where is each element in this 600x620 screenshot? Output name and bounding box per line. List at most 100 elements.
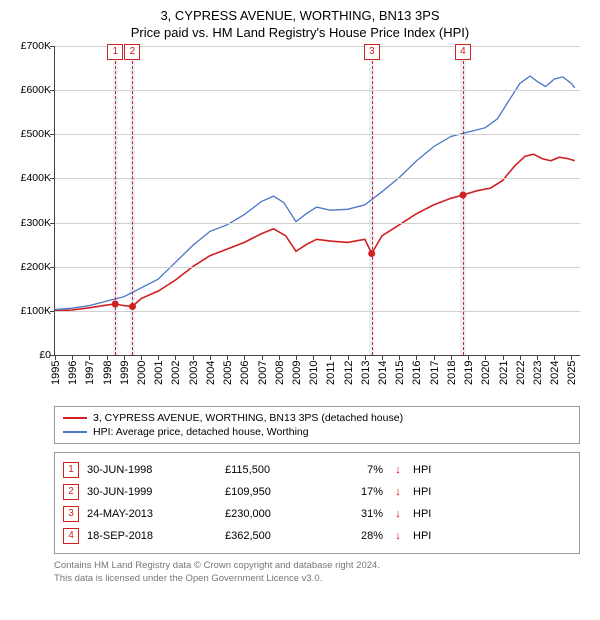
y-axis-label: £200K [21, 261, 55, 273]
events-table: 130-JUN-1998£115,5007%↓HPI230-JUN-1999£1… [54, 452, 580, 554]
x-tick [485, 355, 486, 360]
footer-line2: This data is licensed under the Open Gov… [54, 573, 580, 586]
y-axis-label: £700K [21, 40, 55, 52]
y-axis-label: £600K [21, 84, 55, 96]
x-axis-label: 2024 [549, 361, 561, 385]
x-tick [399, 355, 400, 360]
y-axis-label: £400K [21, 172, 55, 184]
x-axis-label: 2022 [515, 361, 527, 385]
arrow-down-icon: ↓ [391, 464, 405, 476]
x-axis-label: 2017 [429, 361, 441, 385]
event-line [372, 46, 373, 355]
x-tick [158, 355, 159, 360]
event-number: 4 [63, 528, 79, 544]
y-axis-label: £0 [39, 349, 55, 361]
x-tick [330, 355, 331, 360]
x-tick [434, 355, 435, 360]
x-tick [210, 355, 211, 360]
legend-label: HPI: Average price, detached house, Wort… [93, 426, 309, 438]
event-reference: HPI [413, 486, 571, 498]
event-date: 30-JUN-1999 [87, 486, 217, 498]
footer-line1: Contains HM Land Registry data © Crown c… [54, 560, 580, 573]
footer: Contains HM Land Registry data © Crown c… [54, 560, 580, 586]
x-axis-label: 1995 [50, 361, 62, 385]
event-line [463, 46, 464, 355]
event-row: 324-MAY-2013£230,00031%↓HPI [63, 503, 571, 525]
x-axis-label: 2004 [205, 361, 217, 385]
x-axis-label: 2006 [239, 361, 251, 385]
gridline [55, 223, 580, 224]
x-axis-label: 1997 [84, 361, 96, 385]
plot-area: £0£100K£200K£300K£400K£500K£600K£700K199… [54, 46, 580, 356]
x-tick [520, 355, 521, 360]
event-date: 30-JUN-1998 [87, 464, 217, 476]
x-axis-label: 1998 [102, 361, 114, 385]
x-tick [537, 355, 538, 360]
event-marker: 2 [124, 44, 140, 60]
x-tick [193, 355, 194, 360]
x-axis-label: 2023 [532, 361, 544, 385]
x-axis-label: 1996 [67, 361, 79, 385]
x-tick [554, 355, 555, 360]
x-tick [416, 355, 417, 360]
event-date: 24-MAY-2013 [87, 508, 217, 520]
x-tick [313, 355, 314, 360]
title-address: 3, CYPRESS AVENUE, WORTHING, BN13 3PS [14, 8, 586, 23]
x-tick [503, 355, 504, 360]
x-axis-label: 2005 [222, 361, 234, 385]
legend-item: 3, CYPRESS AVENUE, WORTHING, BN13 3PS (d… [63, 411, 571, 425]
x-axis-label: 2002 [170, 361, 182, 385]
title-subtitle: Price paid vs. HM Land Registry's House … [14, 25, 586, 40]
gridline [55, 311, 580, 312]
x-axis-label: 2013 [360, 361, 372, 385]
arrow-down-icon: ↓ [391, 530, 405, 542]
x-tick [72, 355, 73, 360]
legend-swatch [63, 431, 87, 433]
event-line [132, 46, 133, 355]
x-axis-label: 2016 [411, 361, 423, 385]
chart-container: 3, CYPRESS AVENUE, WORTHING, BN13 3PS Pr… [0, 0, 600, 596]
x-tick [107, 355, 108, 360]
x-axis-label: 2020 [480, 361, 492, 385]
x-tick [365, 355, 366, 360]
gridline [55, 90, 580, 91]
x-tick [451, 355, 452, 360]
event-number: 2 [63, 484, 79, 500]
x-tick [262, 355, 263, 360]
event-reference: HPI [413, 464, 571, 476]
x-axis-label: 2012 [343, 361, 355, 385]
event-price: £230,000 [225, 508, 315, 520]
event-line [115, 46, 116, 355]
event-marker: 4 [455, 44, 471, 60]
event-marker: 3 [364, 44, 380, 60]
y-axis-label: £500K [21, 128, 55, 140]
arrow-down-icon: ↓ [391, 508, 405, 520]
x-axis-label: 2011 [325, 361, 337, 385]
event-price: £109,950 [225, 486, 315, 498]
chart: £0£100K£200K£300K£400K£500K£600K£700K199… [54, 46, 580, 356]
gridline [55, 178, 580, 179]
x-axis-label: 2001 [153, 361, 165, 385]
x-tick [175, 355, 176, 360]
event-delta: 31% [323, 508, 383, 520]
event-row: 130-JUN-1998£115,5007%↓HPI [63, 459, 571, 481]
legend-swatch [63, 417, 87, 419]
x-tick [244, 355, 245, 360]
y-axis-label: £300K [21, 217, 55, 229]
legend: 3, CYPRESS AVENUE, WORTHING, BN13 3PS (d… [54, 406, 580, 444]
x-tick [296, 355, 297, 360]
x-axis-label: 2009 [291, 361, 303, 385]
x-tick [227, 355, 228, 360]
legend-item: HPI: Average price, detached house, Wort… [63, 425, 571, 439]
event-reference: HPI [413, 508, 571, 520]
x-axis-label: 2015 [394, 361, 406, 385]
chart-svg [55, 46, 580, 355]
x-axis-label: 2007 [257, 361, 269, 385]
x-tick [124, 355, 125, 360]
x-tick [468, 355, 469, 360]
x-axis-label: 2008 [274, 361, 286, 385]
x-axis-label: 2019 [463, 361, 475, 385]
event-row: 230-JUN-1999£109,95017%↓HPI [63, 481, 571, 503]
x-axis-label: 1999 [119, 361, 131, 385]
x-tick [571, 355, 572, 360]
